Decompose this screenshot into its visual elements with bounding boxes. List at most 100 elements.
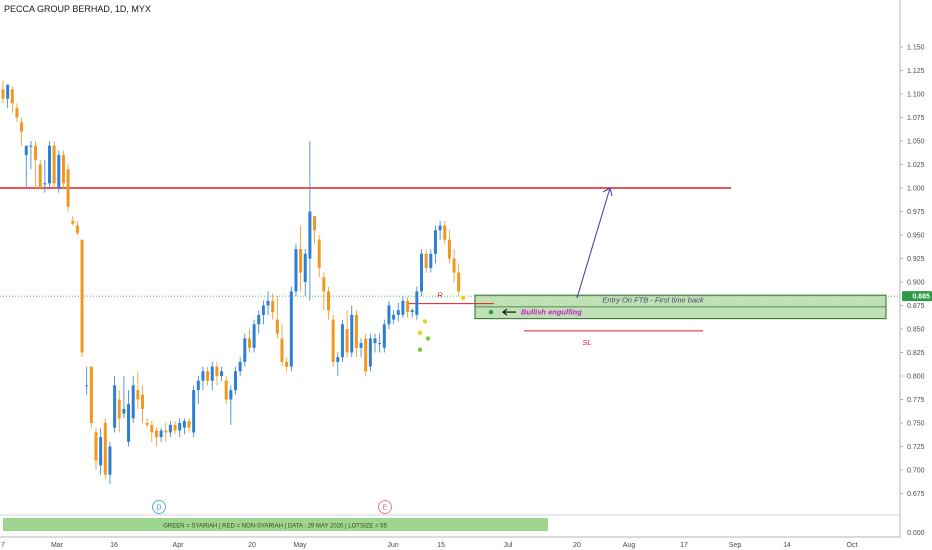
x-tick-label: May [293,542,307,549]
candle-body [364,338,368,372]
candle-body [89,366,93,423]
candle-body [71,220,75,224]
y-tick-label: 0.875 [907,303,925,310]
candle [80,239,84,358]
candle-body [145,423,149,425]
candle-body [271,300,275,313]
candle-body [261,305,265,315]
candle-body [424,253,428,268]
y-tick-label: 0.725 [907,444,925,451]
earnings-marker-label: E [383,505,388,512]
stop-loss-label: SL [582,338,591,347]
candle [210,361,214,391]
current-price-tag [902,291,932,302]
candle [382,319,386,353]
candle-body [354,314,358,348]
candle [192,385,196,438]
candle [34,141,38,188]
candle-body [285,361,289,367]
candle [173,421,177,435]
x-tick-label: Sep [729,542,742,549]
candle [117,390,121,433]
y-tick-label: 0.950 [907,233,925,240]
candle [322,272,326,311]
candle-body [308,211,312,259]
y-tick-label: 1.050 [907,139,925,146]
candle-body [80,239,84,353]
candle-body [327,291,330,311]
candle-body [289,291,293,367]
footer-legend-bar [3,518,548,531]
candle-body [117,399,121,419]
candle [48,141,51,188]
dividend-marker[interactable] [152,500,166,514]
candle [131,376,135,423]
candle-body [345,329,349,353]
y-tick-label: 0.675 [907,491,925,498]
candle [38,159,42,188]
y-tick-label: 0.825 [907,350,925,357]
candle [429,249,433,273]
candle-body [401,300,405,315]
y-tick-label: 0.000 [907,530,925,537]
candle [420,249,423,297]
candle-body [182,421,186,428]
candle-body [303,253,307,282]
candle-body [340,324,344,358]
candle-body [206,371,210,381]
candle [66,164,70,212]
candle [6,84,10,109]
candle [373,333,377,353]
candle-body [168,424,172,433]
candle [141,385,144,423]
candle [243,333,247,367]
level-lines [0,187,900,332]
candle [447,230,451,264]
candle-body [420,253,423,292]
candle-body [187,421,191,428]
candle-body [178,423,182,431]
x-tick-label: 17 [680,542,688,549]
entry-zone-label: Entry On FTB - First time back [602,296,705,305]
candle [443,220,447,245]
candle [350,305,354,358]
earnings-marker[interactable] [378,500,392,514]
candle [215,361,219,386]
candle [159,427,163,442]
candle [266,291,270,315]
candle-body [396,310,400,315]
candle [378,333,382,353]
candle-body [280,338,284,362]
candle [313,216,317,245]
candle [127,390,131,447]
candle-body [378,343,382,345]
candle [359,338,363,358]
candle-body [313,216,317,231]
candle [10,86,14,113]
target-arrow-line [576,187,611,299]
candle-body [415,291,419,315]
candle [99,427,103,475]
signal-dot [417,347,423,352]
candle [271,293,275,320]
candle-body [406,300,410,313]
dividend-marker-label: D [156,505,161,512]
engulfing-pointer-head [502,308,508,316]
candle-body [66,169,70,207]
y-tick-label: 0.800 [907,374,925,381]
candle-body [238,361,242,372]
candle-body [201,371,205,381]
candle-body [243,338,247,362]
candle [201,366,205,391]
candle [433,225,437,264]
y-tick-label: 1.025 [907,162,925,169]
candle [224,376,228,405]
candle-body [252,324,256,348]
x-tick-label: 16 [110,542,118,549]
candle-body [294,249,298,292]
candle-body [220,371,224,376]
candle [164,423,168,442]
candle-body [52,145,56,184]
y-tick-label: 1.075 [907,115,925,122]
